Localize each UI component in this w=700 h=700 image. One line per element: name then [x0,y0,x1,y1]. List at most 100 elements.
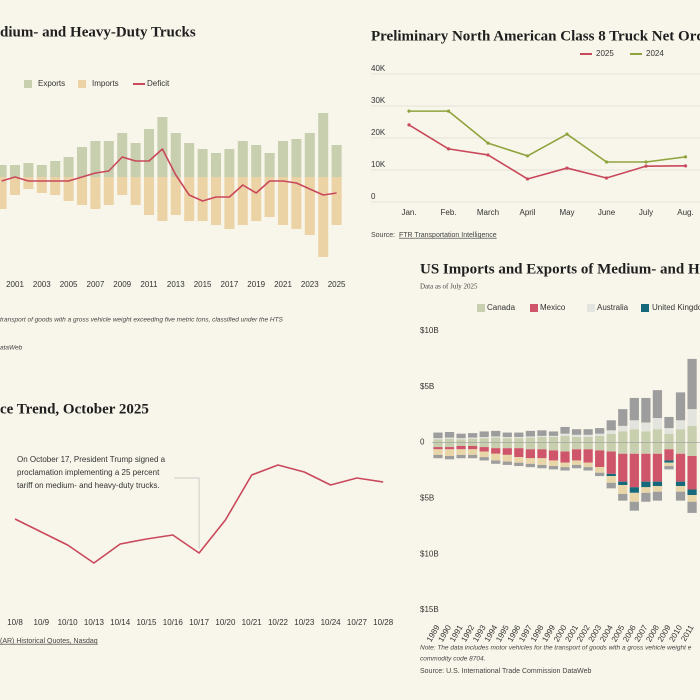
bar [537,449,547,459]
bar [304,133,315,177]
data-point [565,132,569,136]
chart-title: dium- and Heavy-Duty Trucks [0,24,196,40]
x-tick-label: 10/23 [294,618,315,627]
bar [629,453,639,488]
bar [537,435,547,438]
bar [170,177,181,215]
x-tick-label: 10/17 [189,618,210,627]
bar [479,437,489,439]
bar [63,157,74,177]
bar [143,177,155,215]
bar [318,113,329,177]
bar [63,177,74,201]
bar [548,437,559,443]
bar [641,442,651,454]
source: Source: U.S. International Trade Commiss… [420,668,592,675]
bar [525,430,535,437]
bar [583,442,593,450]
bar [664,428,674,434]
bar [525,458,535,464]
bar [571,434,582,438]
bar [491,453,501,461]
bar [525,437,535,443]
data-point [407,109,411,113]
bar [652,429,663,443]
bar [687,495,697,502]
x-tick-label: 10/13 [84,618,105,627]
bar [687,501,697,513]
x-tick-label: March [477,208,499,217]
bar [571,464,582,469]
bar [157,177,168,221]
bar [595,428,605,434]
source-link: (AR) Historical Quotes, Nasdaq [0,638,98,645]
legend-swatch [24,80,32,88]
bar [687,489,697,496]
data-point [683,155,688,159]
bar [502,432,512,438]
bar [36,177,47,193]
legend-label: United Kingdo [652,303,700,312]
bar [210,177,222,225]
bar [444,438,455,443]
y-tick-label: $5B [420,382,434,391]
bar [23,177,34,189]
bar [560,462,570,468]
bar [502,437,512,439]
legend-swatch [78,80,86,88]
annotation-text: tariff on medium- and heavy-duty trucks. [17,481,160,490]
bar [491,442,501,449]
source-label: Source: [371,232,395,239]
data-point [486,141,490,145]
x-tick-label: 10/22 [268,618,289,627]
bar [583,467,593,471]
bar [514,432,524,438]
bar [571,429,582,435]
bar [117,177,128,195]
bar [491,460,501,464]
bar [479,438,489,443]
bar [595,442,605,451]
x-tick-label: 10/24 [321,618,342,627]
legend-label: Canada [487,303,516,312]
bar [629,420,639,430]
bar [618,409,628,426]
bar [664,449,674,461]
bar [224,149,235,177]
y-tick-label: $10B [420,549,439,558]
x-tick-label: 2015 [194,280,212,289]
chart-subtitle: Data as of July 2025 [420,283,478,291]
bar [641,397,651,423]
bar [675,481,686,487]
legend-label: Australia [597,303,629,312]
source: ataWeb [0,345,23,352]
bar [537,458,547,465]
annotation-connector [174,477,200,549]
legend-label: 2024 [646,49,664,58]
bar [456,439,466,443]
bar [548,466,559,470]
bar [629,442,639,454]
bar [444,447,455,450]
legend-label: Deficit [147,79,170,88]
data-line [408,124,686,180]
x-tick-label: 2011 [140,280,158,289]
bar [641,481,651,488]
x-tick-label: 2017 [221,280,239,289]
bar [433,432,443,439]
x-tick-label: 10/27 [347,618,368,627]
bar [304,177,315,235]
legend-swatch [530,304,538,312]
data-point [644,160,648,164]
bar [444,449,455,456]
bar [479,451,489,458]
bar [618,453,628,482]
bar [514,438,524,443]
bar [433,447,443,450]
bar [583,429,593,435]
bar [468,442,478,446]
bar [618,485,628,494]
bar [9,177,21,195]
x-tick-label: 10/9 [34,618,50,627]
